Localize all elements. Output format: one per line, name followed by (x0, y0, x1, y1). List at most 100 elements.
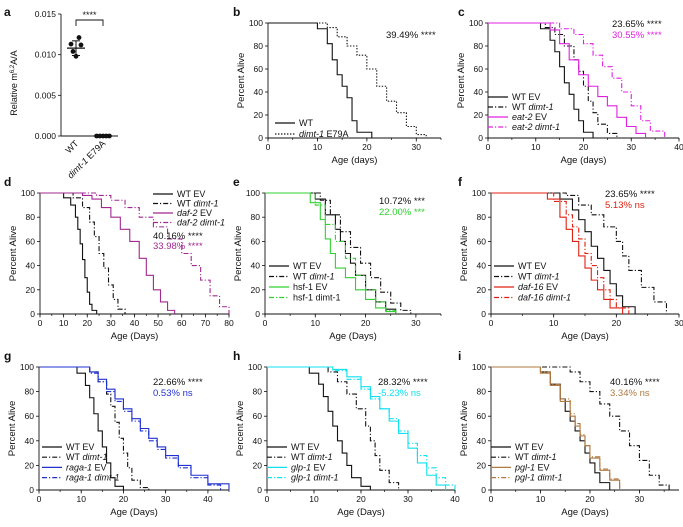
significance-annotation: 40.16% **** (153, 231, 203, 242)
x-tick-label: 40 (203, 494, 213, 504)
panel-label: c (458, 5, 465, 19)
legend-word: dimt-1 (198, 218, 226, 228)
significance-annotation: 28.32% **** (378, 377, 428, 388)
series-line-0 (268, 22, 373, 138)
significance-annotation: 0.53% ns (153, 388, 193, 399)
y-tick-label: 0 (481, 485, 486, 495)
legend-word: raga-1 (66, 473, 92, 483)
legend-word: dimt-1 (529, 452, 557, 462)
legend-word: daf-2 (177, 218, 198, 228)
legend-label: WT dimt-1 (518, 272, 560, 282)
panel-label: g (4, 349, 11, 363)
legend-word: WT (293, 261, 307, 271)
y-tick-label: 60 (253, 411, 263, 421)
y-axis-label: Percent Alive (233, 226, 244, 281)
legend-word: EV (307, 261, 322, 271)
series-line-2 (265, 192, 397, 314)
legend-word: daf-2 (177, 208, 198, 218)
legend-label: hsf-1 dimt-1 (293, 293, 341, 303)
y-tick-label: 0.000 (35, 131, 57, 141)
x-tick-label: 20 (356, 494, 366, 504)
y-tick-label: 20 (251, 285, 261, 295)
legend-word: WT (63, 138, 80, 155)
panel-b: 0 20 40 60 80 100 0 10 20 30 Age (days) Percent Ali… (236, 18, 442, 166)
legend-word: WT (512, 102, 526, 112)
legend-word: EV (198, 208, 213, 218)
x-tick-label: 30 (411, 318, 421, 328)
x-tick-label: 40 (130, 318, 140, 328)
x-tick-label: 20 (585, 494, 595, 504)
legend-label: dimt-1 E79A (299, 129, 349, 139)
y-axis-label: Relative m6,2A/A (9, 50, 19, 115)
significance-annotation: -5.23% ns (378, 388, 421, 399)
legend-label: daf-2 dimt-1 (177, 218, 225, 228)
significance-annotation: 33.98% **** (153, 241, 203, 252)
legend-label: WT dimt-1 (291, 452, 333, 462)
legend-word: dimt-1 (307, 272, 335, 282)
x-axis-label: Age (Days) (561, 331, 609, 342)
series-line-3 (267, 366, 456, 490)
series-line-2 (488, 22, 647, 138)
legend-word: glp-1 (291, 473, 311, 483)
x-tick-label: 10 (549, 318, 559, 328)
x-axis-label: Age (days) (561, 155, 607, 166)
legend-word: daf-16 (518, 293, 544, 303)
y-tick-label: 40 (254, 87, 264, 97)
legend-word: WT (518, 272, 532, 282)
series-line-3 (488, 22, 666, 138)
significance-annotation: 5.13% ns (605, 200, 645, 211)
series-line-2 (491, 192, 624, 314)
significance-bracket (75, 19, 104, 26)
y-tick-label: 20 (253, 460, 263, 470)
panel-label: i (458, 349, 461, 363)
panel-d: 0 20 40 60 80 100 0 10 20 30 40 50 60 70 80 Age (Days) P… (8, 188, 234, 342)
legend-word: WT (515, 452, 529, 462)
panel-g: 0 20 40 60 80 100 0 10 20 30 40 Age (Days) Percent A… (7, 362, 230, 518)
series-line-3 (265, 192, 397, 314)
x-tick-label: 10 (536, 494, 546, 504)
legend-word: pgl-1 (514, 462, 535, 472)
legend-word: EV (311, 462, 326, 472)
panel-i: 0 20 40 60 80 100 0 10 20 30 Age (Days) Percent Ali… (459, 362, 679, 518)
series-line-0 (40, 192, 98, 314)
x-tick-label: 20 (361, 318, 371, 328)
x-axis-label: Age (Days) (111, 331, 159, 342)
legend-word: dimt-1 (92, 473, 120, 483)
legend-word: dimt-1 (533, 122, 561, 132)
panel-label: a (4, 5, 11, 19)
x-axis-label: Age (Days) (110, 507, 158, 518)
x-tick-label: 0 (37, 494, 42, 504)
legend-label: WT EV (515, 442, 543, 452)
x-tick-label: 80 (224, 318, 234, 328)
x-tick-label: 10 (313, 142, 323, 152)
x-tick-label: 10 (76, 494, 86, 504)
x-tick-label: 40 (450, 494, 460, 504)
legend-label: WT EV (293, 261, 321, 271)
legend-label: raga-1 dimt-1 (66, 473, 120, 483)
x-tick-label: 0 (263, 318, 268, 328)
panel-label: b (233, 5, 240, 19)
y-tick-label: 40 (477, 261, 487, 271)
y-tick-label: 80 (253, 387, 263, 397)
legend-word: EV (529, 442, 544, 452)
y-axis-label: Percent Alive (236, 53, 247, 108)
legend-word: E79A (324, 129, 349, 139)
legend-word: dimt-1 (526, 102, 554, 112)
legend-word: eat-2 (512, 122, 533, 132)
legend-label: WT EV (177, 189, 205, 199)
panel-label: d (4, 175, 11, 189)
legend-word: dimt-1 (311, 473, 339, 483)
y-tick-label: 60 (477, 236, 487, 246)
y-tick-label: 100 (20, 362, 34, 372)
data-point (68, 41, 74, 47)
x-tick-label: 20 (612, 318, 622, 328)
significance-annotation: 30.55% **** (612, 30, 662, 41)
data-point (76, 35, 82, 40)
y-tick-label: 20 (474, 110, 484, 120)
legend-word: dimt-1 (532, 272, 560, 282)
y-tick-label: 20 (477, 460, 487, 470)
legend-word: WT (291, 442, 305, 452)
x-tick-label: 0 (489, 494, 494, 504)
data-point (70, 49, 76, 54)
x-tick-label: 30 (161, 494, 171, 504)
